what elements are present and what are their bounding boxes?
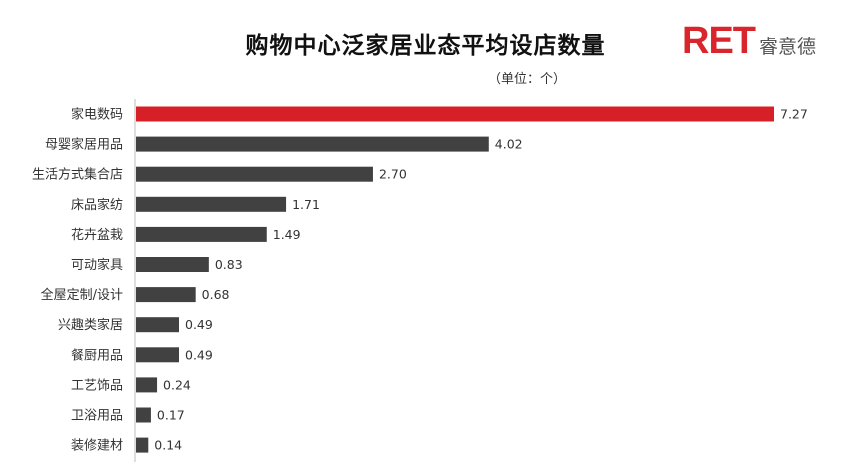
data-label: 4.02 bbox=[495, 137, 523, 152]
bar bbox=[136, 317, 180, 333]
logo-text: 睿意德 bbox=[759, 36, 817, 58]
data-label: 0.68 bbox=[202, 287, 230, 302]
category-label: 床品家纺 bbox=[71, 197, 123, 213]
data-label: 0.83 bbox=[215, 257, 243, 272]
data-label: 0.24 bbox=[163, 377, 191, 392]
category-label: 家电数码 bbox=[71, 107, 123, 123]
category-label: 母婴家居用品 bbox=[45, 137, 123, 153]
bar bbox=[136, 377, 158, 393]
bar bbox=[136, 136, 489, 152]
bar bbox=[136, 196, 287, 212]
bar bbox=[136, 257, 209, 272]
chart-title: 购物中心泛家居业态平均设店数量 bbox=[245, 33, 606, 59]
data-label: 0.49 bbox=[185, 347, 213, 362]
category-label: 花卉盆栽 bbox=[71, 227, 123, 243]
category-label: 工艺饰品 bbox=[71, 378, 123, 393]
data-label: 0.17 bbox=[157, 408, 185, 423]
category-label: 可动家具 bbox=[71, 257, 123, 273]
category-label: 装修建材 bbox=[71, 439, 123, 454]
data-label: 1.49 bbox=[273, 227, 301, 242]
bar bbox=[136, 287, 196, 303]
bar bbox=[136, 166, 373, 182]
category-label: 兴趣类家居 bbox=[58, 317, 123, 333]
category-label: 生活方式集合店 bbox=[32, 167, 123, 183]
data-label: 0.14 bbox=[154, 438, 182, 453]
brand-logo: RET 睿意德 bbox=[682, 20, 816, 60]
category-label: 全屋定制/设计 bbox=[41, 287, 123, 303]
bar bbox=[136, 226, 267, 242]
bar bbox=[136, 437, 149, 453]
data-label: 0.49 bbox=[185, 317, 213, 332]
bar bbox=[136, 347, 180, 363]
data-label: 7.27 bbox=[780, 107, 808, 122]
bar-rows: 家电数码 7.27 母婴家居用品 4.02 生活方式集合店 2.70 床品家纺 1.71 花卉盆… bbox=[32, 106, 808, 454]
data-label: 2.70 bbox=[379, 167, 407, 182]
unit-label: （单位：个） bbox=[488, 72, 567, 87]
category-label: 餐厨用品 bbox=[71, 347, 123, 363]
data-label: 1.71 bbox=[292, 197, 320, 212]
logo-mark: RET bbox=[682, 20, 756, 62]
bar bbox=[136, 106, 774, 122]
bar bbox=[136, 407, 151, 423]
category-label: 卫浴用品 bbox=[71, 409, 123, 424]
